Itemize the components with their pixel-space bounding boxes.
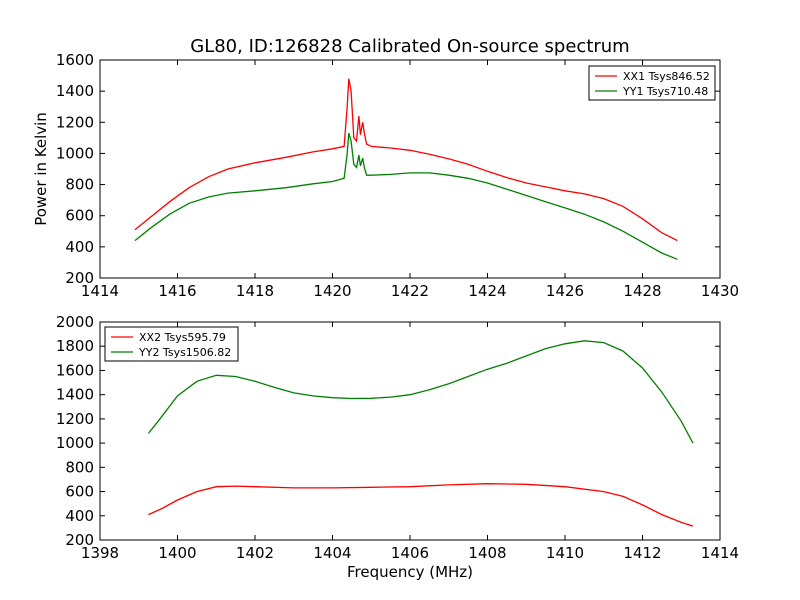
chart-panel-1: 1414 1416 1418 1420 1422 1424 1426 1428 1430 200 4… (32, 36, 739, 300)
y-tick-label: 200 (65, 531, 94, 549)
x-tick-label: 1422 (391, 282, 429, 300)
x-tick-label: 1412 (623, 544, 661, 562)
y-tick-label: 1800 (56, 337, 94, 355)
chart-panel-2: 1398 1400 1402 1404 1406 1408 1410 1412 1414 200 4… (56, 313, 739, 581)
x-tick-label: 1416 (158, 282, 196, 300)
y-tick-label: 1400 (56, 82, 94, 100)
series-line-2-2 (147, 340, 694, 444)
x-tick-label: 1398 (81, 544, 119, 562)
legend-entry: XX1 Tsys846.52 (623, 70, 710, 83)
y-tick-label: 400 (65, 507, 94, 525)
series-line-1-2 (134, 133, 678, 260)
x-tick-label: 1402 (236, 544, 274, 562)
x-tick-label: 1430 (701, 282, 739, 300)
x-tick-label: 1414 (701, 544, 739, 562)
x-tick-label: 1426 (546, 282, 584, 300)
x-tick-label: 1414 (81, 282, 119, 300)
legend-1: XX1 Tsys846.52 YY1 Tsys710.48 (588, 65, 716, 101)
x-axis-label: Frequency (MHz) (347, 563, 473, 581)
x-tick-label: 1404 (313, 544, 351, 562)
y-tick-label: 800 (65, 176, 94, 194)
legend-box (104, 326, 239, 362)
x-tick-label: 1420 (313, 282, 351, 300)
series-line-1-1 (134, 78, 678, 242)
legend-entry: YY2 Tsys1506.82 (138, 346, 231, 359)
x-tick-label: 1418 (236, 282, 274, 300)
y-tick-label: 400 (65, 238, 94, 256)
y-tick-label: 1600 (56, 51, 94, 69)
legend-entry: XX2 Tsys595.79 (139, 331, 226, 344)
series-line-2-1 (148, 483, 694, 527)
y-tick-label: 1000 (56, 434, 94, 452)
x-tick-label: 1408 (468, 544, 506, 562)
y-tick-label: 1200 (56, 410, 94, 428)
x-tick-label: 1428 (623, 282, 661, 300)
y-axis-label: Power in Kelvin (32, 112, 50, 226)
x-tick-label: 1400 (158, 544, 196, 562)
y-tick-label: 1600 (56, 361, 94, 379)
y-tick-label: 2000 (56, 313, 94, 331)
y-tick-label: 1000 (56, 144, 94, 162)
y-tick-label: 800 (65, 458, 94, 476)
x-tick-label: 1424 (468, 282, 506, 300)
y-tick-label: 1400 (56, 386, 94, 404)
legend-2: XX2 Tsys595.79 YY2 Tsys1506.82 (104, 326, 239, 362)
x-tick-label: 1406 (391, 544, 429, 562)
y-tick-label: 600 (65, 207, 94, 225)
y-tick-label: 600 (65, 483, 94, 501)
legend-entry: YY1 Tsys710.48 (622, 85, 708, 98)
chart-title: GL80, ID:126828 Calibrated On-source spe… (190, 36, 629, 57)
x-tick-label: 1410 (546, 544, 584, 562)
legend-box (588, 65, 716, 101)
y-tick-label: 1200 (56, 113, 94, 131)
y-tick-label: 200 (65, 269, 94, 287)
